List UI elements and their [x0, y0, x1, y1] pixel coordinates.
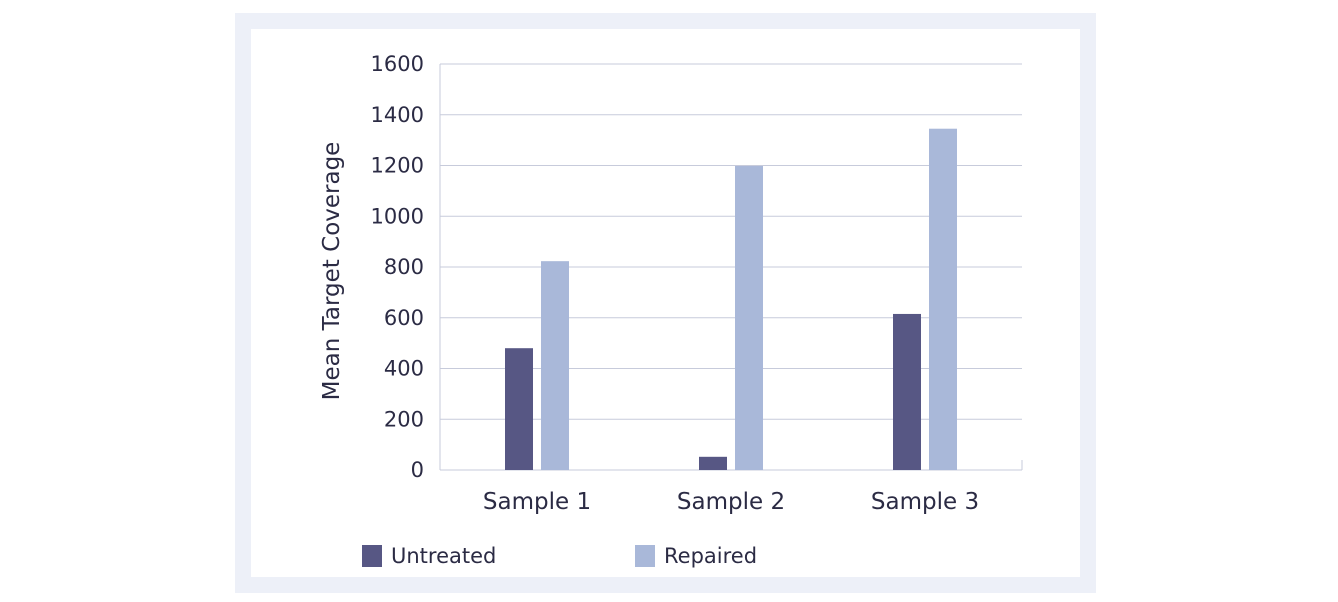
bar-untreated-sample-2 [699, 456, 727, 470]
legend-label-untreated: Untreated [391, 544, 497, 568]
gridlines [439, 63, 1023, 471]
legend-swatch-untreated [362, 545, 382, 567]
bars [505, 128, 957, 471]
y-tick-label-400: 400 [384, 357, 424, 381]
y-tick-label-1600: 1600 [371, 52, 424, 76]
y-tick-label-1000: 1000 [371, 204, 424, 228]
x-axis-categories: Sample 1 Sample 2 Sample 3 [483, 489, 979, 515]
y-tick-label-800: 800 [384, 255, 424, 279]
legend-label-repaired: Repaired [664, 544, 758, 568]
bar-untreated-sample-1 [505, 348, 533, 470]
bar-repaired-sample-2 [735, 166, 763, 470]
chart-panel: 0 200 400 600 800 1000 1200 1400 1600 Mean Targe… [251, 29, 1080, 577]
bar-chart: 0 200 400 600 800 1000 1200 1400 1600 Mean Targe… [319, 52, 1023, 515]
y-axis-ticks: 0 200 400 600 800 1000 1200 1400 1600 [371, 52, 424, 482]
y-tick-label-0: 0 [411, 458, 424, 482]
y-tick-label-1400: 1400 [371, 103, 424, 127]
y-tick-label-600: 600 [384, 306, 424, 330]
x-category-label-2: Sample 2 [677, 489, 785, 515]
y-tick-label-200: 200 [384, 407, 424, 431]
x-category-label-1: Sample 1 [483, 489, 591, 515]
legend-item-untreated: Untreated [362, 543, 496, 569]
y-tick-label-1200: 1200 [371, 154, 424, 178]
x-category-label-3: Sample 3 [871, 489, 979, 515]
legend-item-repaired: Repaired [635, 543, 757, 569]
bar-repaired-sample-1 [541, 261, 569, 470]
chart-frame: 0 200 400 600 800 1000 1200 1400 1600 Mean Targe… [235, 13, 1096, 593]
legend-swatch-repaired [635, 545, 655, 567]
legend: Untreated Repaired [251, 543, 1080, 569]
bar-repaired-sample-3 [929, 128, 957, 471]
bar-untreated-sample-3 [893, 313, 921, 470]
y-axis-title: Mean Target Coverage [319, 142, 345, 401]
